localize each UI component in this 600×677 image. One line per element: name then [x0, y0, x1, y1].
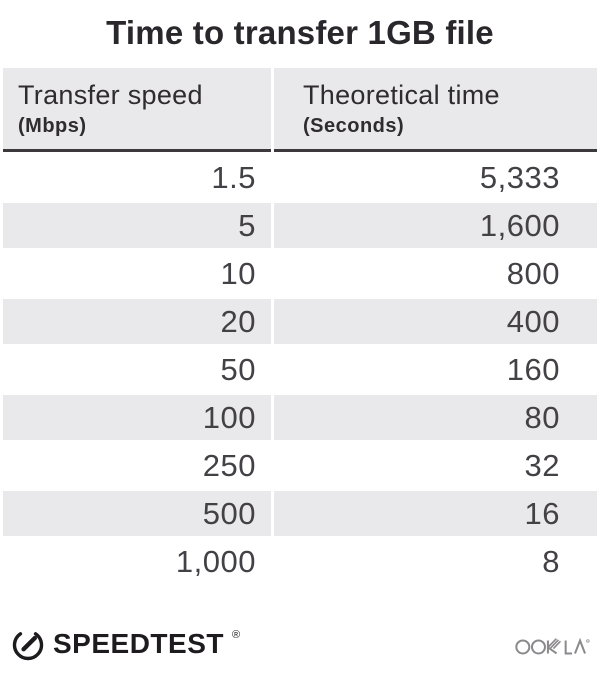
table-row: 100 80: [3, 395, 597, 440]
cell-speed: 1.5: [211, 159, 256, 195]
table-row: 500 16: [3, 491, 597, 536]
table-row: 10 800: [3, 251, 597, 296]
cell-time: 400: [274, 299, 597, 344]
column-label-time: Theoretical time: [303, 80, 500, 110]
cell-time: 800: [506, 255, 560, 291]
table-row: 1.5 5,333: [3, 155, 597, 200]
column-label-speed: Transfer speed: [18, 80, 203, 110]
page-title: Time to transfer 1GB file: [106, 14, 494, 51]
cell-speed: 50: [220, 351, 256, 387]
cell-time: 16: [274, 491, 597, 536]
column-unit-time: (Seconds): [303, 115, 405, 137]
table-row: 50 160: [3, 347, 597, 392]
table-row: 5 1,600: [3, 203, 597, 248]
cell-speed: 100: [3, 395, 271, 440]
cell-speed: 20: [3, 299, 271, 344]
ookla-logo: [515, 637, 590, 655]
header-theoretical-time: Theoretical time (Seconds): [274, 68, 597, 152]
cell-time: 80: [274, 395, 597, 440]
transfer-time-table: Transfer speed (Mbps) Theoretical time (…: [0, 65, 600, 587]
table-header-row: Transfer speed (Mbps) Theoretical time (…: [3, 68, 597, 152]
table-row: 20 400: [3, 299, 597, 344]
footer: SPEEDTEST ®: [0, 626, 600, 662]
column-unit-speed: (Mbps): [18, 115, 87, 137]
speedtest-wordmark: SPEEDTEST: [53, 628, 224, 659]
cell-speed: 10: [220, 255, 256, 291]
cell-time: 160: [506, 351, 560, 387]
cell-time: 5,333: [479, 159, 560, 195]
cell-speed: 5: [3, 203, 271, 248]
cell-time: 1,600: [274, 203, 597, 248]
header-transfer-speed: Transfer speed (Mbps): [3, 68, 271, 152]
registered-mark: ®: [231, 629, 241, 641]
cell-time: 8: [542, 543, 560, 579]
speedtest-gauge-icon: [12, 632, 44, 661]
table-row: 1,000 8: [3, 539, 597, 584]
cell-speed: 500: [3, 491, 271, 536]
cell-speed: 1,000: [175, 543, 256, 579]
table-row: 250 32: [3, 443, 597, 488]
cell-time: 32: [524, 447, 560, 483]
speedtest-logo: SPEEDTEST ®: [10, 626, 240, 662]
cell-speed: 250: [202, 447, 256, 483]
